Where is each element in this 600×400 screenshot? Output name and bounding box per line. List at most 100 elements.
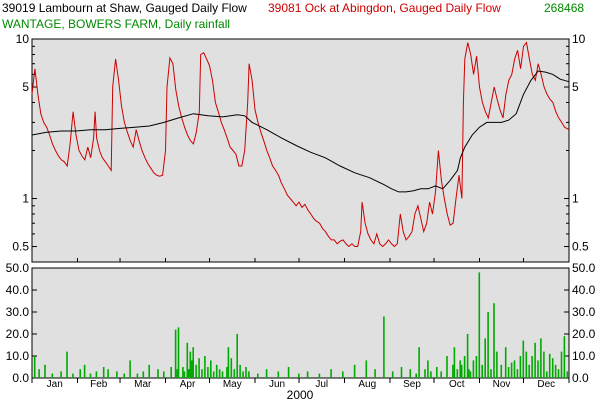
rain-y-tick-label-left: 10.0 — [6, 349, 30, 363]
rainfall-bar — [400, 367, 403, 378]
flow-y-tick-label-right: 1 — [572, 192, 579, 206]
x-axis: Jan Feb Mar Apr May Jun Jul Aug Sep Oct Nov Dec 2000 — [31, 258, 570, 400]
rainfall-bar — [557, 369, 560, 378]
rainfall-bar — [188, 369, 190, 378]
rainfall-bar — [198, 358, 200, 378]
rainfall-bar — [136, 373, 139, 378]
month-label: Jan — [47, 379, 63, 390]
rainfall-bar — [204, 356, 206, 378]
rainfall-bar — [391, 371, 394, 378]
rainfall-bar — [83, 364, 86, 378]
rainfall-bar — [265, 369, 268, 378]
rainfall-bar — [227, 347, 230, 378]
rainfall-bar — [548, 353, 551, 378]
rainfall-bar — [456, 369, 459, 378]
flow-y-tick-label-left: 0.5 — [12, 240, 29, 254]
ock-flow-line — [31, 41, 570, 248]
rainfall-bar — [525, 351, 528, 378]
rain-y-tick-label-right: 10.0 — [572, 349, 596, 363]
rainfall-bar — [472, 360, 475, 378]
rainfall-bar — [298, 373, 300, 378]
rainfall-bar — [123, 373, 125, 378]
rainfall-bar — [157, 369, 159, 378]
rain-y-tick-label-left: 40.0 — [6, 283, 30, 297]
month-label: Aug — [358, 379, 376, 390]
rainfall-bar — [566, 371, 569, 378]
rainfall-bar — [226, 367, 228, 378]
rainfall-bar — [174, 329, 177, 378]
rainfall-bar — [551, 358, 554, 378]
rainfall-bar — [424, 369, 426, 378]
rainfall-bar — [554, 364, 557, 378]
rainfall-bar — [543, 351, 545, 378]
rainfall-bar — [116, 371, 118, 378]
rainfall-bar — [318, 373, 321, 378]
rainfall-bar — [353, 364, 356, 378]
rain-y-tick-label-right: 30.0 — [572, 305, 596, 319]
rainfall-bar — [201, 369, 203, 378]
rainfall-bar — [277, 371, 280, 378]
rainfall-bar — [540, 338, 542, 378]
rainfall-bar — [163, 371, 165, 378]
flow-axes: 10 10 5 5 1 1 0.5 0.5 — [12, 32, 589, 254]
rainfall-bar — [44, 364, 46, 378]
month-label: Jul — [315, 379, 328, 390]
rainfall-bar — [89, 373, 92, 378]
flow-y-tick-label-left: 10 — [16, 32, 30, 46]
month-label: May — [223, 379, 242, 390]
rainfall-bar — [207, 367, 209, 378]
month-label: Feb — [90, 379, 108, 390]
rainfall-bar — [468, 369, 470, 378]
rainfall-bar — [546, 371, 548, 378]
rainfall-bar — [516, 369, 519, 378]
rainfall-bar — [446, 356, 448, 378]
rainfall-bar — [415, 373, 417, 378]
rainfall-bar — [215, 364, 218, 378]
rainfall-bar — [510, 362, 513, 378]
legend-rainfall: WANTAGE, BOWERS FARM, Daily rainfall — [2, 17, 231, 31]
rain-y-tick-label-left: 20.0 — [6, 327, 30, 341]
rainfall-bar — [365, 360, 368, 378]
rainfall-bar — [245, 367, 247, 378]
rainfall-bar — [182, 367, 184, 378]
month-label: Apr — [180, 379, 196, 390]
rainfall-bar — [148, 364, 150, 378]
rainfall-bar — [440, 371, 442, 378]
rainfall-bar — [563, 336, 566, 378]
rainfall-bar — [95, 371, 98, 378]
rainfall-bar — [236, 334, 238, 378]
rainfall-bar — [79, 369, 81, 378]
rainfall-bar — [459, 360, 461, 378]
rainfall-bar — [190, 360, 193, 378]
month-label: Oct — [449, 379, 465, 390]
lambourn-flow-line — [31, 70, 570, 193]
rainfall-bar — [537, 360, 539, 378]
rainfall-bar — [493, 303, 495, 378]
rainfall-bar — [186, 342, 189, 378]
rain-y-tick-label-right: 50.0 — [572, 261, 596, 275]
rainfall-bar — [460, 364, 463, 378]
rainfall-bar — [257, 373, 259, 378]
rainfall-bar — [484, 338, 486, 378]
flow-y-tick-label-right: 10 — [572, 32, 586, 46]
rainfall-bar — [306, 371, 309, 378]
rainfall-bar — [427, 360, 429, 378]
rainfall-bar — [51, 373, 54, 378]
rainfall-bar — [487, 312, 489, 378]
rainfall-bar — [507, 367, 510, 378]
rainfall-bar — [463, 356, 466, 378]
flow-y-tick-label-left: 1 — [22, 192, 29, 206]
rainfall-bar — [534, 342, 536, 378]
rainfall-bar — [233, 369, 236, 378]
rainfall-bar — [230, 358, 233, 378]
rainfall-bar — [475, 356, 478, 378]
rainfall-bar — [560, 351, 563, 378]
rainfall-bar — [504, 347, 507, 378]
rain-y-tick-label-right: 20.0 — [572, 327, 596, 341]
month-label: Jun — [269, 379, 285, 390]
rainfall-bar — [528, 364, 530, 378]
rainfall-bar — [129, 360, 131, 378]
rainfall-bar — [212, 371, 215, 378]
rainfall-bar — [195, 364, 197, 378]
rainfall-bar — [469, 371, 472, 378]
